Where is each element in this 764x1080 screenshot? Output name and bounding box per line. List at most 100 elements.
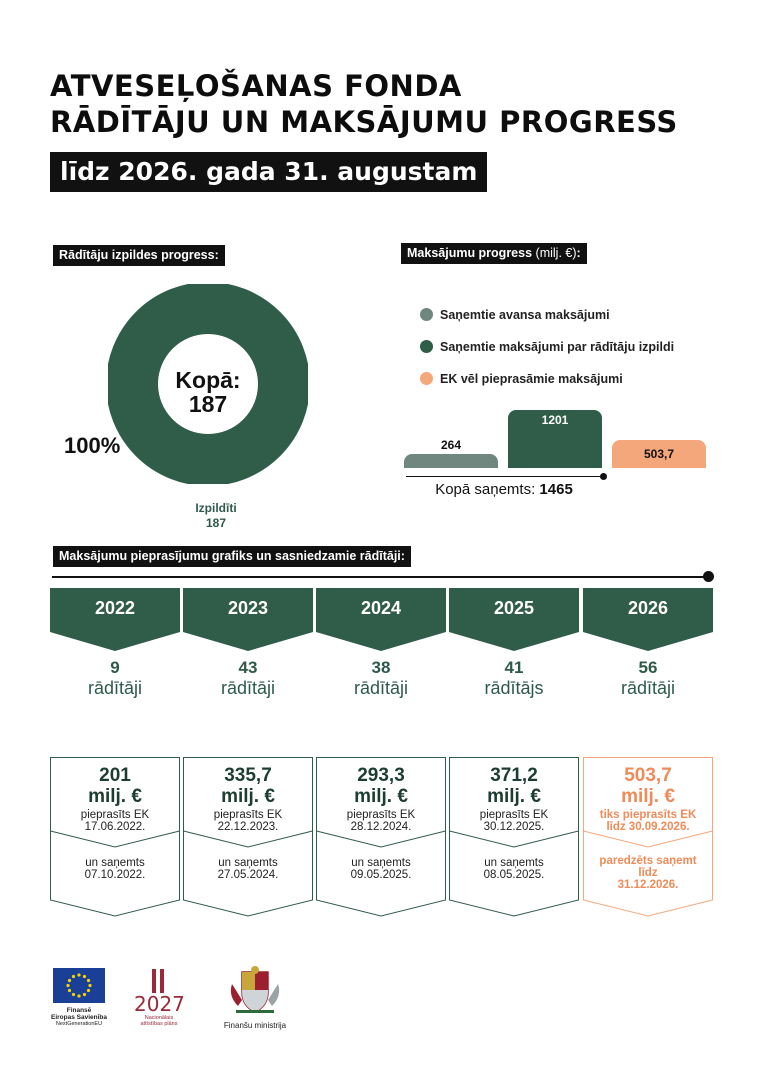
segment-name: Izpildīti xyxy=(195,501,237,515)
payment-requested: pieprasīts EK 30.12.2025. xyxy=(479,809,549,833)
bar-pending-label: 503,7 xyxy=(643,447,675,461)
indicator-count-2025: 41 rādītājs xyxy=(449,658,579,698)
year-chevron-shape xyxy=(50,588,180,651)
year-header-2023: 2023 xyxy=(183,588,313,652)
year-header-2022: 2022 xyxy=(50,588,180,652)
bar-advance xyxy=(404,454,498,468)
payment-requested: pieprasīts EK 22.12.2023. xyxy=(213,809,283,833)
nap-logo-caption: Nacionālais attīstības plāns xyxy=(129,1015,189,1027)
timeline-line xyxy=(52,576,708,578)
payment-amount: 503,7 milj. € xyxy=(621,765,675,807)
legend-text-pending: EK vēl pieprasāmie maksājumi xyxy=(440,372,623,386)
legend-dot-pending xyxy=(420,372,433,385)
payment-card-2026: 503,7 milj. € tiks pieprasīts EK līdz 30.09… xyxy=(583,757,713,917)
year-header-2026: 2026 xyxy=(583,588,713,652)
eu-caption-3: NextGenerationEU xyxy=(55,1021,103,1027)
payment-amount: 201 milj. € xyxy=(88,765,142,807)
payment-received: paredzēts saņemt līdz 31.12.2026. xyxy=(599,855,697,891)
indicator-count-value: 43 xyxy=(238,658,258,677)
indicator-count-word: rādītāji xyxy=(220,678,276,698)
total-bracket-line xyxy=(406,476,604,477)
schedule-section-label: Maksājumu pieprasījumu grafiks un sasnie… xyxy=(53,546,411,567)
segment-value: 187 xyxy=(205,516,227,530)
payment-card-shape xyxy=(183,757,313,917)
eu-caption-1: Finansē xyxy=(66,1007,92,1014)
nap-caption-2: attīstības plāns xyxy=(140,1021,178,1027)
indicator-count-word: rādītāji xyxy=(87,678,143,698)
indicator-count-2024: 38 rādītāji xyxy=(316,658,446,698)
indicator-count-value: 38 xyxy=(371,658,391,677)
eu-stars-icon xyxy=(66,973,92,998)
total-received: Kopā saņemts: 1465 xyxy=(404,481,604,499)
progress-donut-chart xyxy=(108,284,308,484)
progress-section-label: Rādītāju izpildes progress: xyxy=(53,245,225,266)
year-label: 2026 xyxy=(627,598,669,618)
payment-card-shape xyxy=(50,757,180,917)
total-received-value: 1465 xyxy=(539,481,573,498)
legend-text-indicators: Saņemtie maksājumi par rādītāju izpildi xyxy=(440,340,675,354)
payment-card-shape xyxy=(583,757,713,917)
indicator-count-value: 9 xyxy=(110,658,120,677)
indicator-count-value: 56 xyxy=(638,658,658,677)
nap-logo-year: 2027 xyxy=(134,992,185,1016)
year-chevron-shape xyxy=(449,588,579,651)
donut-segment-label: Izpildīti 187 xyxy=(166,501,266,531)
payment-amount: 335,7 milj. € xyxy=(221,765,275,807)
donut-center-label: Kopā: xyxy=(175,367,241,393)
eu-logo-caption: Finansē Eiropas Savienība NextGeneration… xyxy=(43,1007,115,1028)
donut-slice-izpilditi xyxy=(108,284,308,484)
ministry-name: Finanšu ministrija xyxy=(223,1021,287,1030)
payment-received: un saņemts 09.05.2025. xyxy=(350,857,412,881)
bar-indicators xyxy=(508,410,602,468)
donut-percent-label: 100% xyxy=(64,433,121,458)
payment-received: un saņemts 07.10.2022. xyxy=(84,857,146,881)
bar-advance-label: 264 xyxy=(440,438,462,452)
payments-label-text: Maksājumu progress xyxy=(407,246,533,260)
payment-requested: pieprasīts EK 17.06.2022. xyxy=(80,809,150,833)
indicator-count-word: rādītāji xyxy=(353,678,409,698)
payments-unit: (milj. €) xyxy=(535,246,577,260)
payments-bar-chart: 264 1201 503,7 xyxy=(404,400,714,468)
payment-amount: 371,2 milj. € xyxy=(487,765,541,807)
indicator-count-word: rādītājs xyxy=(484,678,544,698)
date-subtitle: līdz 2026. gada 31. augustam xyxy=(50,152,488,192)
payment-card-shape xyxy=(449,757,579,917)
payment-card-2022: 201 milj. € pieprasīts EK 17.06.2022. un saņ… xyxy=(50,757,180,917)
year-chevron-shape xyxy=(316,588,446,651)
page-title: ATVESEĻOŠANAS FONDA RĀDĪTĀJU UN MAKSĀJUM… xyxy=(50,68,730,140)
indicator-count-2022: 9 rādītāji xyxy=(50,658,180,698)
nap-caption-1: Nacionālais xyxy=(144,1015,174,1021)
bar-indicators-label: 1201 xyxy=(541,413,569,427)
legend-dot-indicators xyxy=(420,340,433,353)
payment-card-2025: 371,2 milj. € pieprasīts EK 30.12.2025. un s… xyxy=(449,757,579,917)
payments-label-colon: : xyxy=(576,246,581,260)
payment-received: un saņemts 27.05.2024. xyxy=(217,857,279,881)
coat-of-arms-icon xyxy=(230,966,280,1013)
title-line-2: RĀDĪTĀJU UN MAKSĀJUMU PROGRESS xyxy=(50,105,678,139)
year-label: 2023 xyxy=(227,598,269,618)
timeline-end-dot xyxy=(703,571,714,582)
donut-center-value: 187 xyxy=(188,391,228,417)
indicator-count-word: rādītāji xyxy=(620,678,676,698)
year-header-2024: 2024 xyxy=(316,588,446,652)
bar-pending xyxy=(612,440,706,468)
nap-logo-bar-2 xyxy=(160,969,164,993)
payment-received: un saņemts 08.05.2025. xyxy=(483,857,545,881)
indicator-count-2023: 43 rādītāji xyxy=(183,658,313,698)
total-received-label: Kopā saņemts: xyxy=(435,481,536,498)
payment-card-2024: 293,3 milj. € pieprasīts EK 28.12.2024. un s… xyxy=(316,757,446,917)
year-header-2025: 2025 xyxy=(449,588,579,652)
payment-card-shape xyxy=(316,757,446,917)
legend-text-advance: Saņemtie avansa maksājumi xyxy=(440,308,610,322)
year-label: 2024 xyxy=(360,598,402,618)
legend-dot-advance xyxy=(420,308,433,321)
indicator-count-2026: 56 rādītāji xyxy=(583,658,713,698)
payment-requested: pieprasīts EK 28.12.2024. xyxy=(346,809,416,833)
title-line-1: ATVESEĻOŠANAS FONDA xyxy=(50,69,462,103)
nap-logo-bar-1 xyxy=(152,969,156,993)
payment-amount: 293,3 milj. € xyxy=(354,765,408,807)
year-chevron-shape xyxy=(583,588,713,651)
year-chevron-shape xyxy=(183,588,313,651)
year-label: 2022 xyxy=(94,598,136,618)
year-label: 2025 xyxy=(493,598,535,618)
